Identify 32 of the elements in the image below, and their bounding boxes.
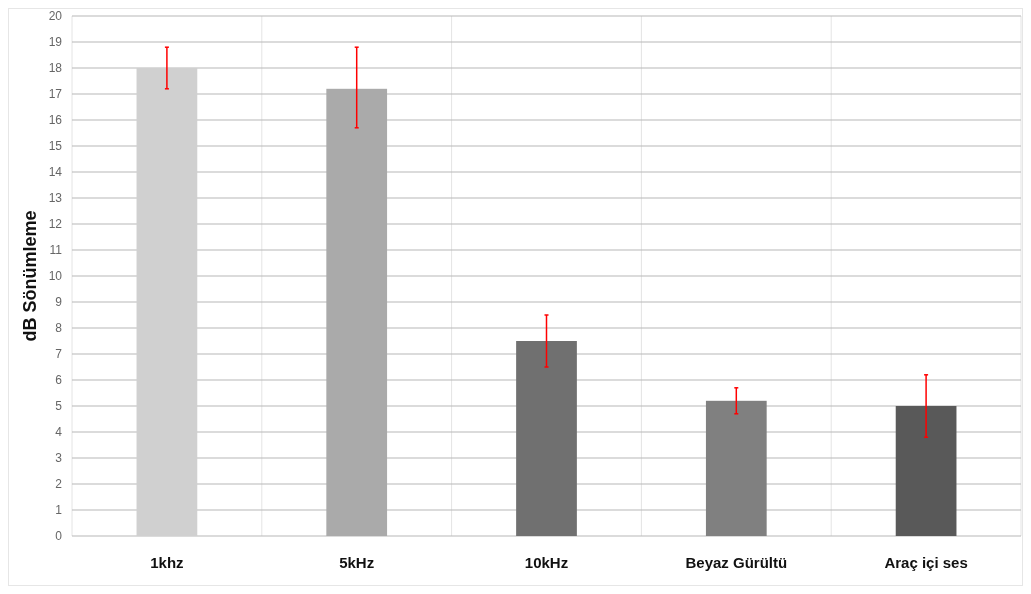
x-tick-label: 1khz [150,554,184,571]
y-tick-label: 4 [55,425,63,440]
x-tick-label: 5kHz [339,554,375,571]
y-tick-label: 7 [55,347,63,362]
y-tick-label: 2 [55,477,63,492]
y-tick-label: 10 [48,269,63,284]
y-axis-title: dB Sönümleme [20,210,40,342]
y-tick-label: 14 [48,165,63,180]
bar [136,68,198,536]
y-tick-label: 1 [55,503,63,518]
y-tick-label: 8 [55,321,63,336]
y-tick-label: 0 [55,529,63,544]
bar [705,400,767,536]
y-tick-label: 9 [55,295,63,310]
y-tick-label: 5 [55,399,63,414]
bar [895,406,957,536]
y-tick-label: 3 [55,451,63,466]
y-tick-label: 20 [48,9,63,24]
y-tick-label: 16 [48,113,63,128]
y-tick-label: 18 [48,61,63,76]
y-tick-label: 6 [55,373,63,388]
y-tick-label: 17 [48,87,63,102]
x-tick-label: Beyaz Gürültü [685,554,788,571]
x-tick-label: Araç içi ses [884,554,968,571]
y-tick-label: 15 [48,139,63,154]
bar [516,341,577,536]
y-tick-label: 12 [48,217,63,232]
y-tick-label: 13 [48,191,63,206]
y-tick-label: 19 [48,35,63,50]
bar [326,88,388,536]
x-tick-label: 10kHz [524,554,569,571]
y-tick-label: 11 [49,243,63,258]
